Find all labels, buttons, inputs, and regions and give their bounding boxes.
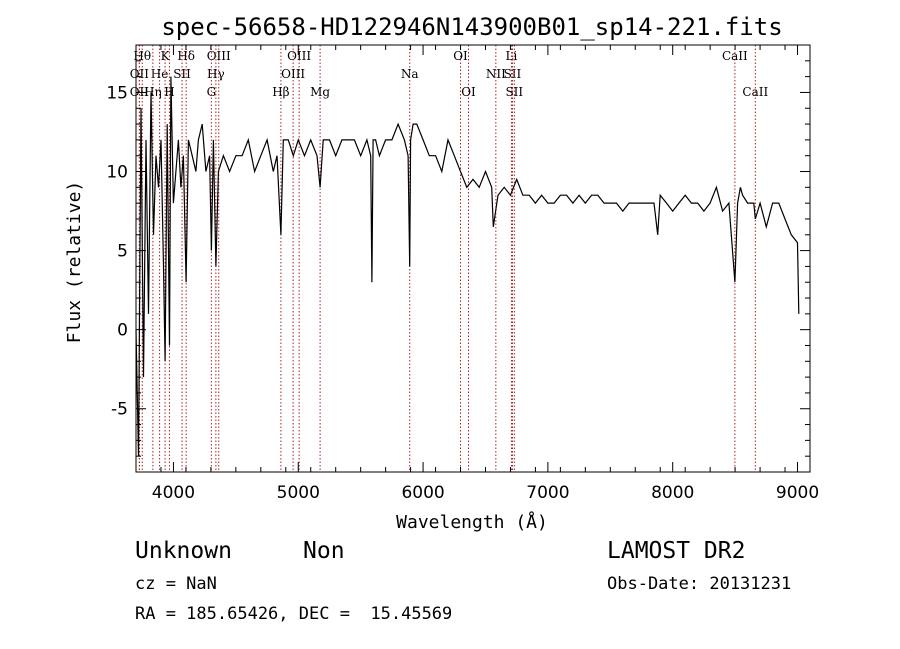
x-axis-label: Wavelength (Å) xyxy=(396,511,548,533)
marker-label: SII xyxy=(173,67,191,81)
ra-dec-coordinates: RA = 185.65426, DEC = 15.45569 xyxy=(135,604,453,624)
marker-label: OIII xyxy=(207,49,231,63)
plot-frame xyxy=(135,44,811,473)
axis-ticks: 4000 5000 6000 7000 8000 9000 -5 0 5 10 15 xyxy=(106,44,819,503)
x-tick-label: 9000 xyxy=(776,483,819,503)
observation-date: Obs-Date: 20131231 xyxy=(607,574,792,594)
survey-label: LAMOST DR2 xyxy=(607,538,746,564)
chart-title: spec-56658-HD122946N143900B01_sp14-221.f… xyxy=(161,13,782,41)
x-tick-label: 8000 xyxy=(651,483,694,503)
marker-label: G xyxy=(207,85,217,99)
marker-label: NII xyxy=(486,67,506,81)
marker-label: OI xyxy=(461,85,476,99)
object-subclass: Non xyxy=(303,538,345,564)
marker-label: H xyxy=(164,85,174,99)
y-tick-label: 15 xyxy=(106,83,128,103)
marker-label: Hβ xyxy=(272,85,289,99)
marker-label: OI xyxy=(453,49,468,63)
y-tick-label: 0 xyxy=(117,321,128,341)
y-axis-label: Flux (relative) xyxy=(64,181,85,344)
marker-label: OIII xyxy=(287,49,311,63)
x-tick-label: 5000 xyxy=(277,483,320,503)
marker-label: SII xyxy=(505,85,523,99)
y-tick-label: -5 xyxy=(111,400,128,420)
marker-label: Hδ xyxy=(177,49,195,63)
marker-label: CaII xyxy=(722,49,748,63)
redshift-cz: cz = NaN xyxy=(135,574,217,594)
x-tick-label: 4000 xyxy=(152,483,195,503)
marker-label: Hθ xyxy=(133,49,151,63)
marker-label: SII xyxy=(504,67,522,81)
marker-label: Li xyxy=(506,49,518,63)
x-tick-label: 7000 xyxy=(526,483,569,503)
spectrum-line xyxy=(135,76,800,457)
object-class: Unknown xyxy=(135,538,232,564)
x-tick-label: 6000 xyxy=(401,483,444,503)
y-tick-label: 10 xyxy=(106,163,128,183)
marker-label: OIII xyxy=(281,67,305,81)
marker-label: He xyxy=(151,67,169,81)
marker-label: Na xyxy=(401,67,419,81)
y-tick-label: 5 xyxy=(117,242,128,262)
marker-label: Hη xyxy=(144,85,162,99)
marker-label: K xyxy=(161,49,171,63)
marker-label: Hγ xyxy=(207,67,225,81)
marker-label: CaII xyxy=(742,85,768,99)
marker-label: Mg xyxy=(310,85,330,99)
